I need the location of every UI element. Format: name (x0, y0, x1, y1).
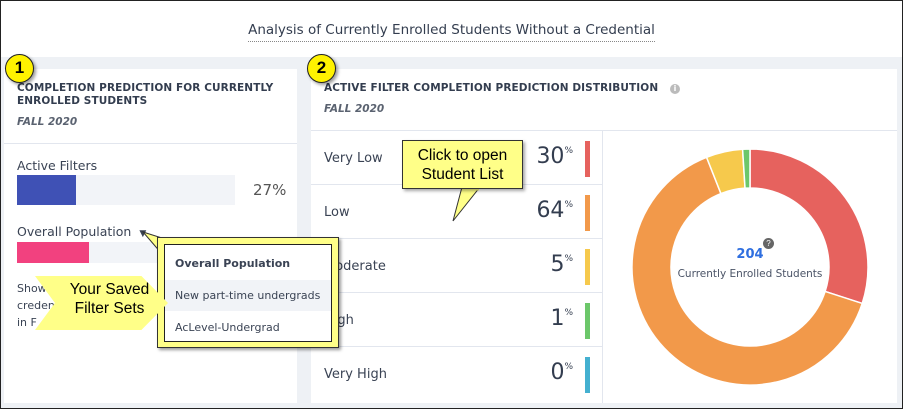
saved-filters-callout: Your Saved Filter Sets (35, 276, 168, 330)
row-color-bar (585, 141, 590, 177)
overall-population-bar-fill (17, 242, 89, 263)
donut-total-label: Currently Enrolled Students (677, 268, 823, 280)
dropdown-item[interactable]: AcLevel-Undergrad (175, 321, 280, 334)
row-color-bar (585, 303, 590, 339)
dropdown-item[interactable]: Overall Population (175, 257, 291, 270)
row-value: 1% (550, 306, 573, 331)
header-bar (1, 1, 902, 57)
info-icon[interactable]: i (669, 84, 680, 94)
student-list-callout-tail (452, 187, 481, 222)
donut-chart (631, 148, 869, 386)
donut-total[interactable]: 204 (736, 247, 764, 262)
step-badge-1: 1 (5, 54, 34, 83)
student-list-callout: Click to open Student List (402, 140, 523, 189)
divider (311, 130, 897, 131)
panel-term: FALL 2020 (324, 103, 385, 115)
caret-down-icon: ▼ (139, 229, 147, 239)
row-value: 5% (550, 252, 573, 277)
active-filters-bar-fill (17, 175, 76, 205)
row-label: Very Low (324, 151, 383, 166)
row-label: Low (324, 205, 350, 220)
donut-slice-low[interactable] (631, 156, 864, 386)
active-filters-label: Active Filters (17, 158, 98, 173)
panel-title: ACTIVE FILTER COMPLETION PREDICTION DIST… (324, 82, 680, 95)
prediction-row-low[interactable]: Low 64% (311, 185, 603, 239)
row-value: 30% (536, 144, 573, 169)
panel-term: FALL 2020 (17, 116, 78, 128)
donut-slice-high[interactable] (741, 148, 751, 189)
row-color-bar (585, 249, 590, 285)
prediction-row-very-high[interactable]: Very High 0% (311, 347, 603, 401)
row-color-bar (585, 357, 590, 393)
distribution-panel: ACTIVE FILTER COMPLETION PREDICTION DIST… (311, 69, 897, 403)
population-selector[interactable]: Overall Population ▼ (17, 224, 147, 239)
divider (4, 143, 297, 144)
row-value: 0% (550, 360, 573, 385)
row-color-bar (585, 195, 590, 231)
donut-help-icon[interactable]: ? (763, 238, 774, 249)
row-label: Very High (324, 367, 387, 382)
step-badge-2: 2 (307, 54, 336, 83)
active-filters-value: 27% (253, 181, 287, 199)
page-title: Analysis of Currently Enrolled Students … (0, 22, 903, 42)
prediction-row-moderate[interactable]: Moderate 5% (311, 239, 603, 293)
donut-slice-very-low[interactable] (749, 148, 869, 305)
row-label: Moderate (324, 259, 386, 274)
row-value: 64% (536, 198, 573, 223)
description-text: Show creden in F (17, 282, 55, 329)
panel-title: COMPLETION PREDICTION FOR CURRENTLY ENRO… (17, 82, 274, 107)
active-filters-bar[interactable] (17, 175, 235, 205)
saved-filters-dropdown: Overall Population New part-time undergr… (157, 237, 339, 348)
dropdown-item[interactable]: New part-time undergrads (165, 280, 331, 311)
